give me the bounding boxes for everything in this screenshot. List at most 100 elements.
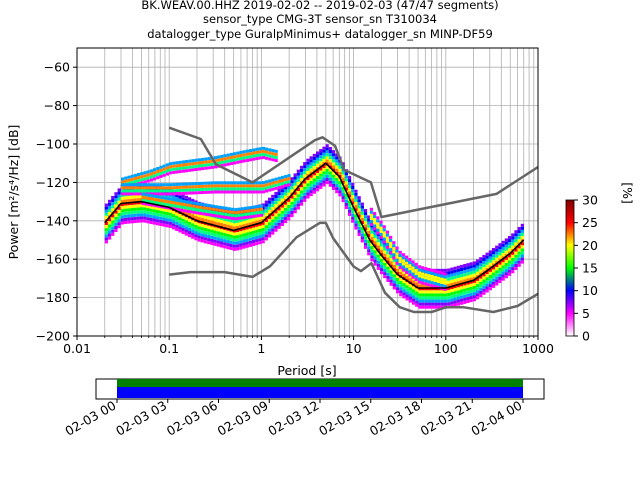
density-cell [124,189,128,193]
density-cell [385,236,390,240]
density-cell [386,272,390,276]
density-cell [466,269,470,273]
density-cell [232,223,236,227]
density-cell [232,235,236,239]
density-cell [354,223,358,227]
density-cell [287,180,291,184]
density-cell [417,271,422,275]
density-cell [504,262,508,266]
density-cell [136,173,141,177]
density-cell [379,220,383,224]
density-cell [248,234,252,238]
density-cell [236,190,240,194]
density-cell [293,176,297,180]
density-cell [168,215,172,219]
density-cell [405,255,409,259]
density-cell [472,270,476,274]
density-cell [274,186,278,190]
density-cell [389,248,393,252]
density-cell [501,250,505,254]
density-cell [312,187,316,191]
density-cell [168,209,172,213]
density-cell [383,272,387,276]
density-cell [188,191,192,195]
density-cell [156,183,160,187]
density-cell [151,203,155,207]
density-cell [287,183,291,187]
density-cell [114,195,118,199]
density-cell [277,219,281,223]
density-cell [315,185,320,189]
density-cell [331,174,336,178]
density-cell [495,248,499,252]
density-cell [504,244,508,248]
density-cell [219,235,224,239]
density-cell [175,227,179,231]
density-cell [111,195,115,199]
density-cell [418,293,422,297]
density-cell [175,224,179,228]
density-cell [379,235,383,239]
density-cell [175,194,179,198]
density-cell [402,270,406,274]
density-cell [175,170,179,174]
density-cell [379,240,384,244]
density-cell [117,191,121,195]
density-cell [168,212,172,216]
density-cell [187,227,192,231]
density-cell [338,193,342,197]
density-cell [450,292,454,296]
density-cell [437,276,441,280]
density-cell [520,257,524,261]
density-cell [376,242,380,246]
density-cell [303,174,307,178]
density-cell [184,191,189,195]
density-cell [437,290,441,294]
density-cell [235,235,240,239]
density-cell [405,275,409,279]
density-cell [424,290,428,294]
density-cell [504,269,508,273]
density-cell [385,239,390,243]
density-cell [204,166,208,170]
density-cell [312,178,316,182]
density-cell [146,220,150,224]
density-cell [147,203,152,207]
density-cell [171,214,176,218]
density-cell [433,285,438,289]
density-cell [398,256,402,260]
density-cell [376,216,380,220]
density-cell [114,219,118,223]
density-cell [184,195,188,199]
density-cell [501,274,505,278]
density-cell [382,225,386,229]
density-cell [511,267,515,271]
density-cell [322,180,326,184]
density-cell [264,183,269,187]
density-cell [274,210,278,214]
density-cell [354,214,358,218]
timeline-tick-label: 02-04 00 [468,398,524,439]
density-cell [202,203,206,207]
density-cell [197,226,201,230]
density-cell [261,146,265,150]
density-cell [433,282,438,286]
density-cell [231,210,235,214]
density-cell [213,190,217,194]
density-cell [319,149,323,153]
density-cell [373,215,377,219]
density-cell [183,199,187,203]
density-cell [459,274,464,278]
density-cell [495,260,499,264]
density-cell [261,184,265,188]
density-cell [421,281,425,285]
density-cell [427,271,431,275]
density-cell [277,176,281,180]
mode-line [104,162,525,289]
density-cell [271,213,275,217]
density-cell [120,221,124,225]
density-cell [216,240,220,244]
density-cell [475,277,480,281]
density-cell [411,292,416,296]
